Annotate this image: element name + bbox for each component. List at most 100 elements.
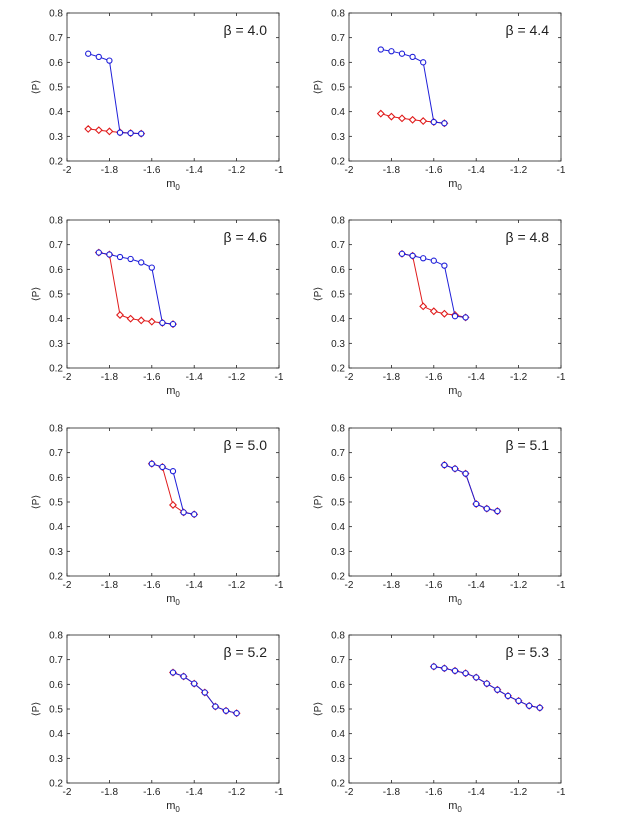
- chart-panel-3: -2 -1.8 -1.6 -1.4 -1.2 -1 0.2 0.3 0.4 0.5 0.6 0.7 0.…: [31, 216, 284, 400]
- y-tick-label: 0.6: [331, 58, 345, 69]
- data-point-circle: [409, 252, 416, 259]
- data-point-circle: [430, 663, 437, 670]
- y-axis-label: ⟨P⟩: [31, 495, 42, 510]
- y-tick-label: 0.5: [331, 290, 345, 301]
- x-tick-label: -1: [557, 787, 566, 798]
- x-tick-label: -1.2: [228, 165, 246, 176]
- x-tick-label: -1.4: [186, 372, 204, 383]
- x-axis-label-main: m: [448, 385, 457, 397]
- data-point-circle: [148, 264, 155, 271]
- y-tick-label: 0.6: [49, 58, 63, 69]
- y-tick-label: 0.5: [331, 498, 345, 509]
- beta-annotation: β = 4.4: [506, 22, 550, 38]
- x-tick-label: -2: [63, 580, 72, 591]
- data-point-circle: [95, 53, 102, 61]
- x-axis-label-subscript: 0: [175, 805, 180, 814]
- x-tick-label: -1: [275, 372, 284, 383]
- data-point-circle: [398, 250, 406, 257]
- series-blue-circles: [85, 50, 145, 137]
- beta-annotation: β = 4.0: [224, 22, 268, 38]
- x-axis-label-subscript: 0: [457, 598, 462, 607]
- x-tick-label: -1.8: [101, 165, 119, 176]
- data-point-circle: [191, 511, 198, 518]
- x-tick-label: -1.6: [143, 580, 161, 591]
- series-blue-circles: [398, 250, 469, 321]
- x-axis-label: m0: [166, 593, 180, 607]
- data-point-diamond: [398, 114, 406, 123]
- beta-annotation: β = 5.2: [224, 644, 268, 660]
- x-tick-label: -1.8: [101, 372, 119, 383]
- y-tick-label: 0.3: [331, 547, 345, 558]
- data-point-circle: [191, 680, 198, 687]
- x-tick-label: -1: [275, 580, 284, 591]
- y-tick-label: 0.5: [49, 705, 63, 716]
- chart-panel-6: -2 -1.8 -1.6 -1.4 -1.2 -1 0.2 0.3 0.4 0.5 0.6 0.7 0.…: [313, 424, 566, 608]
- data-point-diamond: [147, 317, 156, 326]
- y-tick-label: 0.4: [49, 522, 63, 533]
- y-tick-label: 0.7: [331, 33, 345, 44]
- data-point-circle: [127, 129, 134, 137]
- data-point-circle: [441, 120, 448, 127]
- y-tick-label: 0.6: [331, 473, 345, 484]
- x-axis-label: m0: [448, 385, 462, 399]
- chart-panel-4: -2 -1.8 -1.6 -1.4 -1.2 -1 0.2 0.3 0.4 0.5 0.6 0.7 0.…: [313, 216, 566, 400]
- data-point-circle: [169, 468, 177, 475]
- y-tick-label: 0.5: [49, 290, 63, 301]
- data-point-diamond: [94, 126, 103, 135]
- chart-panel-8: -2 -1.8 -1.6 -1.4 -1.2 -1 0.2 0.3 0.4 0.5 0.6 0.7 0.…: [313, 631, 566, 815]
- x-axis-label: m0: [448, 800, 462, 814]
- data-point-circle: [127, 255, 134, 263]
- data-point-circle: [106, 57, 113, 64]
- x-tick-label: -1.8: [383, 372, 401, 383]
- x-tick-label: -1.4: [468, 372, 486, 383]
- y-tick-label: 0.4: [49, 314, 63, 325]
- data-point-circle: [430, 257, 437, 264]
- beta-annotation: β = 4.8: [506, 229, 550, 245]
- data-point-circle: [462, 314, 469, 321]
- x-axis-label-subscript: 0: [175, 183, 180, 192]
- chart-panel-5: -2 -1.8 -1.6 -1.4 -1.2 -1 0.2 0.3 0.4 0.5 0.6 0.7 0.…: [31, 424, 284, 608]
- y-tick-label: 0.6: [49, 680, 63, 691]
- data-point-diamond: [137, 316, 146, 325]
- data-point-diamond: [419, 302, 428, 311]
- x-tick-label: -1.6: [425, 372, 443, 383]
- y-tick-label: 0.5: [331, 705, 345, 716]
- chart-panel-1: -2 -1.8 -1.6 -1.4 -1.2 -1 0.2 0.3 0.4 0.5 0.6 0.7 0.…: [31, 9, 284, 193]
- x-axis-label: m0: [448, 593, 462, 607]
- data-point-circle: [138, 130, 145, 137]
- x-axis-label-main: m: [166, 178, 175, 190]
- y-axis-label: ⟨P⟩: [313, 495, 324, 510]
- y-tick-label: 0.5: [331, 83, 345, 94]
- y-axis-label: ⟨P⟩: [313, 287, 324, 302]
- data-point-circle: [462, 470, 469, 477]
- data-point-diamond: [419, 117, 428, 126]
- data-point-circle: [536, 704, 543, 711]
- x-tick-label: -1.8: [383, 787, 401, 798]
- x-tick-label: -1.6: [143, 787, 161, 798]
- y-tick-label: 0.8: [331, 216, 345, 227]
- data-point-diamond: [408, 115, 417, 124]
- data-point-circle: [106, 251, 113, 258]
- x-tick-label: -1.2: [510, 787, 528, 798]
- x-axis-label-main: m: [448, 178, 457, 190]
- y-tick-label: 0.4: [331, 107, 345, 118]
- x-tick-label: -1: [557, 372, 566, 383]
- data-point-circle: [95, 249, 102, 256]
- series-line: [98, 252, 174, 325]
- data-point-circle: [430, 118, 437, 126]
- x-tick-label: -1.2: [228, 787, 246, 798]
- y-tick-label: 0.7: [331, 655, 345, 666]
- y-tick-label: 0.4: [49, 107, 63, 118]
- x-axis-label-subscript: 0: [457, 183, 462, 192]
- series-blue-circles: [441, 461, 501, 515]
- x-tick-label: -2: [345, 787, 354, 798]
- y-tick-label: 0.2: [49, 779, 63, 790]
- data-point-diamond: [126, 314, 135, 323]
- data-point-circle: [233, 710, 240, 717]
- data-point-diamond: [84, 124, 93, 133]
- x-tick-label: -1.8: [383, 165, 401, 176]
- y-tick-label: 0.3: [331, 754, 345, 765]
- y-tick-label: 0.7: [49, 655, 63, 666]
- x-tick-label: -1.8: [101, 787, 119, 798]
